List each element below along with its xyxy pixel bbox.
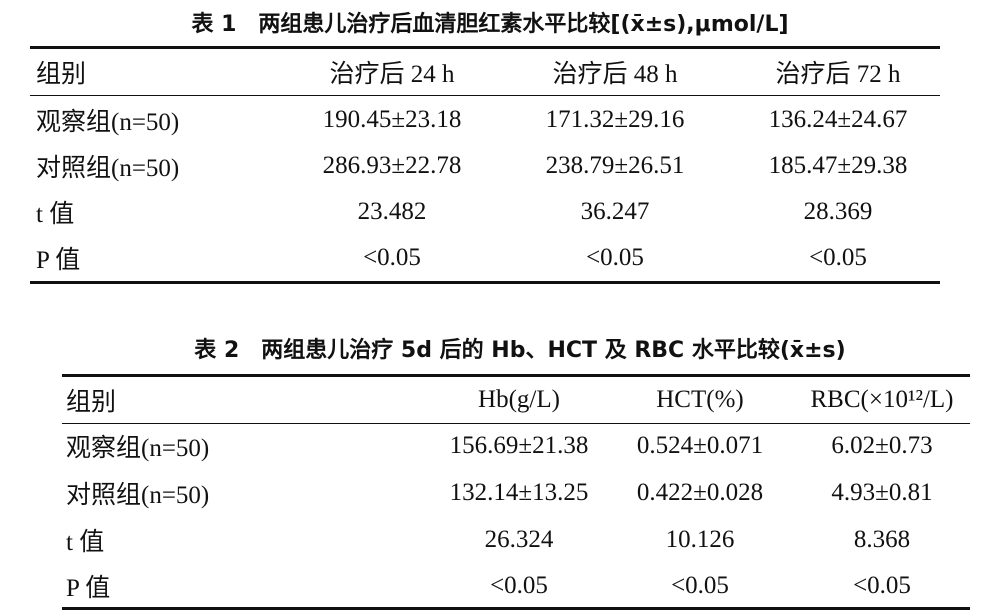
bottom-rule: [30, 280, 940, 284]
table-cell: 26.324: [484, 526, 554, 553]
column-header: Hb(g/L): [478, 386, 560, 413]
table-cell: 171.32±29.16: [545, 106, 685, 133]
table-cell: 190.45±23.18: [322, 106, 462, 133]
header-rule: [62, 423, 970, 424]
column-header: HCT(%): [656, 386, 744, 413]
table-cell: 0.422±0.028: [636, 479, 764, 506]
table-cell: 238.79±26.51: [545, 152, 685, 179]
column-header: 组别: [36, 61, 87, 88]
table-cell: 23.482: [357, 198, 427, 225]
row-label: t 值: [66, 529, 105, 556]
table-cell: 6.02±0.73: [831, 432, 933, 459]
table-title: 表 1 两组患儿治疗后血清胆红素水平比较[(x̄±s),μmol/L]: [191, 12, 789, 37]
table-cell: 156.69±21.38: [449, 432, 589, 459]
row-label: 观察组(n=50): [36, 109, 180, 136]
row-label: P 值: [66, 575, 111, 602]
row-label: 对照组(n=50): [36, 155, 180, 182]
table-title: 表 2 两组患儿治疗 5d 后的 Hb、HCT 及 RBC 水平比较(x̄±s): [194, 338, 846, 363]
table-cell: <0.05: [671, 572, 729, 599]
table-cell: 36.247: [580, 198, 650, 225]
column-header: RBC(×10¹²/L): [810, 386, 954, 413]
table-cell: 136.24±24.67: [768, 106, 908, 133]
row-label: t 值: [36, 201, 75, 228]
row-label: 对照组(n=50): [66, 482, 210, 509]
table-cell: <0.05: [853, 572, 911, 599]
table-cell: 28.369: [803, 198, 873, 225]
header-rule: [30, 95, 940, 96]
row-label: 观察组(n=50): [66, 435, 210, 462]
table-cell: <0.05: [809, 244, 867, 271]
table-cell: 185.47±29.38: [768, 152, 908, 179]
row-label: P 值: [36, 247, 81, 274]
top-rule: [62, 373, 970, 377]
top-rule: [30, 45, 940, 49]
column-header: 治疗后 24 h: [329, 61, 455, 88]
table-cell: 0.524±0.071: [636, 432, 764, 459]
table-cell: 8.368: [853, 526, 911, 553]
table-cell: <0.05: [490, 572, 548, 599]
table-cell: 4.93±0.81: [831, 479, 933, 506]
table-cell: 286.93±22.78: [322, 152, 462, 179]
bottom-rule: [62, 606, 970, 610]
table-cell: <0.05: [586, 244, 644, 271]
column-header: 治疗后 72 h: [775, 61, 901, 88]
table-cell: <0.05: [363, 244, 421, 271]
column-header: 组别: [66, 389, 117, 416]
table-cell: 10.126: [665, 526, 735, 553]
column-header: 治疗后 48 h: [552, 61, 678, 88]
table-cell: 132.14±13.25: [449, 479, 589, 506]
